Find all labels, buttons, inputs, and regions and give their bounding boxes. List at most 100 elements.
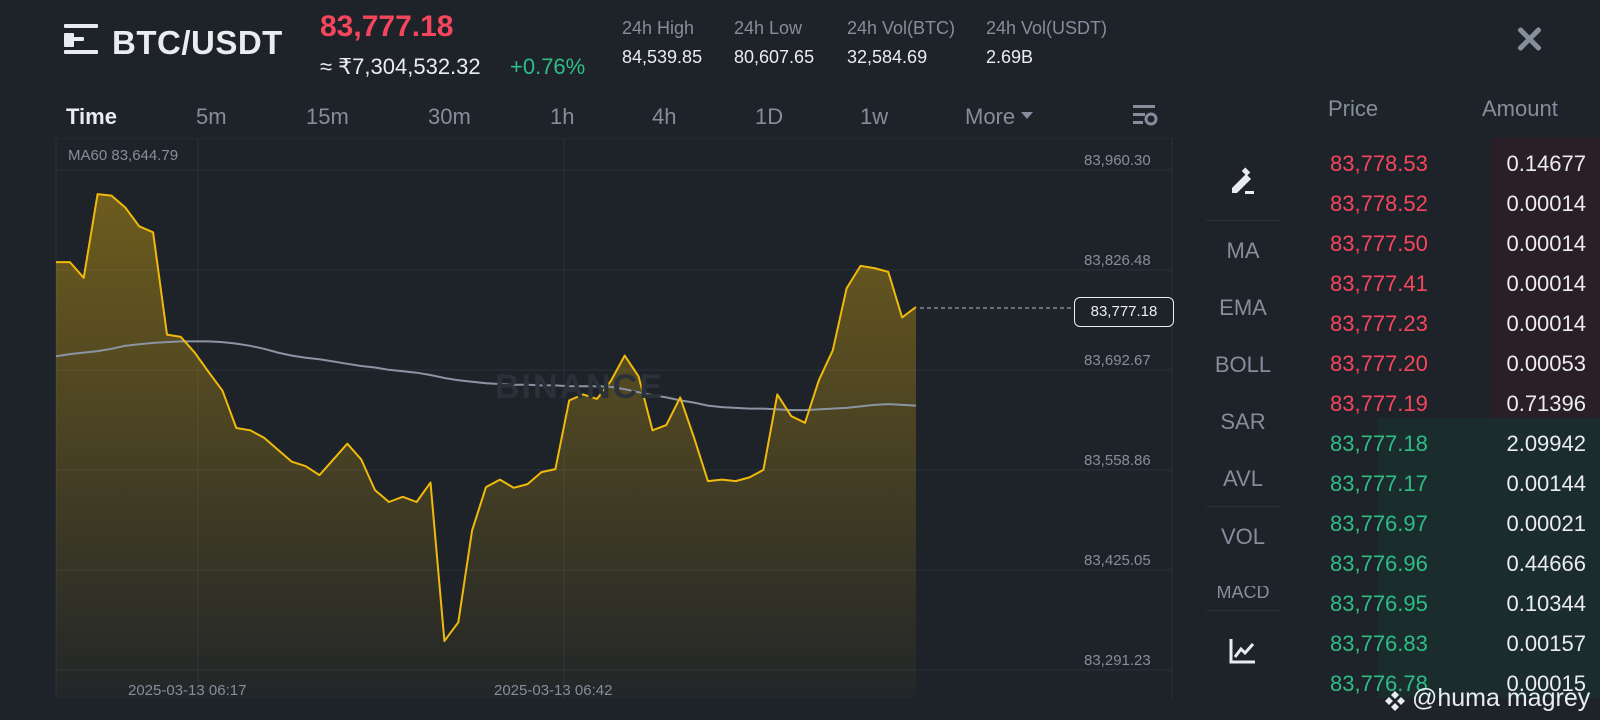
ask-amount: 0.00014 — [1506, 231, 1586, 256]
price-chart[interactable] — [0, 138, 1180, 698]
ask-amount: 0.14677 — [1506, 151, 1586, 176]
binance-logo-icon — [1385, 691, 1405, 711]
ask-amount: 0.00014 — [1506, 311, 1586, 336]
stat-24h-vol-btc: 24h Vol(BTC) 32,584.69 — [847, 18, 955, 68]
ask-amount: 0.00014 — [1506, 191, 1586, 216]
ask-row[interactable]: 83,778.53 0.14677 — [1330, 143, 1600, 183]
indicator-avl[interactable]: AVL — [1223, 466, 1263, 491]
bid-row[interactable]: 83,776.78 0.00015 — [1330, 663, 1600, 703]
bid-row[interactable]: 83,777.17 0.00144 — [1330, 463, 1600, 503]
chart-settings-icon[interactable] — [1132, 102, 1158, 128]
tab-1d[interactable]: 1D — [755, 104, 784, 129]
bid-price: 83,777.18 — [1330, 431, 1428, 456]
tab-30m[interactable]: 30m — [428, 104, 471, 129]
indicator-boll[interactable]: BOLL — [1214, 352, 1272, 377]
bid-price: 83,776.96 — [1330, 551, 1428, 576]
ask-row[interactable]: 83,777.50 0.00014 — [1330, 223, 1600, 263]
pencil-draw-icon[interactable] — [1228, 166, 1258, 196]
indicator-macd-label: MACD — [1216, 586, 1270, 598]
bid-amount: 0.44666 — [1506, 551, 1586, 576]
divider — [1206, 506, 1280, 507]
stat-value: 2.69B — [986, 47, 1034, 67]
current-price-tag: 83,777.18 — [1074, 297, 1174, 327]
stat-label: 24h Vol(BTC) — [847, 18, 956, 38]
bid-depth-bar — [1378, 418, 1600, 698]
stat-value: 80,607.65 — [734, 47, 815, 67]
ask-row[interactable]: 83,778.52 0.00014 — [1330, 183, 1600, 223]
ask-price: 83,777.20 — [1330, 351, 1428, 376]
stat-label: 24h Vol(USDT) — [986, 18, 1108, 38]
bid-row[interactable]: 83,776.83 0.00157 — [1330, 623, 1600, 663]
bid-price: 83,777.17 — [1330, 471, 1428, 496]
bid-amount: 2.09942 — [1506, 431, 1586, 456]
ma60-series-line — [55, 340, 917, 412]
bid-amount: 0.10344 — [1506, 591, 1586, 616]
orderbook-price-header: Price — [1328, 96, 1379, 121]
binance-watermark: BINANCE — [495, 368, 664, 406]
indicator-macd-partial[interactable]: MACD — [1206, 586, 1280, 598]
tab-more-label: More — [965, 104, 1016, 129]
ask-price: 83,777.23 — [1330, 311, 1428, 336]
bid-price: 83,776.97 — [1330, 511, 1428, 536]
indicator-ma[interactable]: MA — [1226, 238, 1260, 263]
ask-price: 83,777.50 — [1330, 231, 1428, 256]
tab-more[interactable]: More — [965, 104, 1034, 130]
indicator-vol[interactable]: VOL — [1220, 524, 1266, 549]
pair-title[interactable]: BTC/USDT — [112, 24, 283, 61]
price-change: +0.76% — [510, 54, 586, 79]
bid-amount: 0.00157 — [1506, 631, 1586, 656]
last-price: 83,777.18 — [320, 10, 454, 43]
price-series-line — [56, 193, 917, 642]
y-tick-label: 83,692.67 — [1084, 352, 1151, 369]
tab-4h[interactable]: 4h — [652, 104, 677, 129]
bid-row[interactable]: 83,776.95 0.10344 — [1330, 583, 1600, 623]
ma60-label: MA60 83,644.79 — [68, 147, 179, 164]
stat-24h-vol-usdt: 24h Vol(USDT) 2.69B — [986, 18, 1107, 68]
x-tick-label: 2025-03-13 06:42 — [494, 682, 613, 699]
ask-row[interactable]: 83,777.23 0.00014 — [1330, 303, 1600, 343]
divider — [1206, 220, 1280, 221]
y-tick-label: 83,826.48 — [1084, 252, 1151, 269]
tab-1h[interactable]: 1h — [550, 104, 575, 129]
y-tick-label: 83,960.30 — [1084, 152, 1151, 169]
close-icon[interactable] — [1512, 22, 1546, 56]
price-area-fill — [56, 194, 916, 698]
orderbook-amount-header: Amount — [1482, 96, 1558, 121]
ask-depth-bar — [1492, 138, 1600, 418]
ask-price: 83,777.19 — [1330, 391, 1428, 416]
divider — [1206, 610, 1280, 611]
indicator-sar[interactable]: SAR — [1220, 409, 1266, 434]
indicator-ema[interactable]: EMA — [1219, 295, 1267, 320]
ask-row[interactable]: 83,777.19 0.71396 — [1330, 383, 1600, 423]
chart-type-icon[interactable] — [1228, 636, 1258, 666]
bid-amount: 0.00021 — [1506, 511, 1586, 536]
ask-amount: 0.00053 — [1506, 351, 1586, 376]
bid-amount: 0.00144 — [1506, 471, 1586, 496]
menu-icon[interactable] — [64, 24, 98, 56]
stat-24h-high: 24h High 84,539.85 — [622, 18, 702, 68]
bid-amount: 0.00015 — [1506, 671, 1586, 696]
tab-5m[interactable]: 5m — [196, 104, 227, 129]
stat-value: 84,539.85 — [622, 47, 703, 67]
x-tick-label: 2025-03-13 06:17 — [128, 682, 247, 699]
tab-15m[interactable]: 15m — [306, 104, 349, 129]
bid-row[interactable]: 83,776.97 0.00021 — [1330, 503, 1600, 543]
bid-price: 83,776.78 — [1330, 671, 1428, 696]
bid-price: 83,776.83 — [1330, 631, 1428, 656]
tab-time[interactable]: Time — [66, 104, 117, 129]
ask-price: 83,778.52 — [1330, 191, 1428, 216]
bid-row[interactable]: 83,776.96 0.44666 — [1330, 543, 1600, 583]
stat-24h-low: 24h Low 80,607.65 — [734, 18, 814, 68]
tab-1w[interactable]: 1w — [860, 104, 889, 129]
caret-down-icon — [1021, 111, 1034, 119]
y-tick-label: 83,425.05 — [1084, 552, 1151, 569]
stat-label: 24h High — [622, 18, 695, 38]
stat-value: 32,584.69 — [847, 47, 928, 67]
inr-price: ≈ ₹7,304,532.32 — [320, 54, 481, 79]
ask-amount: 0.71396 — [1506, 391, 1586, 416]
ask-row[interactable]: 83,777.41 0.00014 — [1330, 263, 1600, 303]
y-tick-label: 83,291.23 — [1084, 652, 1151, 669]
bid-row[interactable]: 83,777.18 2.09942 — [1330, 423, 1600, 463]
ask-amount: 0.00014 — [1506, 271, 1586, 296]
ask-row[interactable]: 83,777.20 0.00053 — [1330, 343, 1600, 383]
